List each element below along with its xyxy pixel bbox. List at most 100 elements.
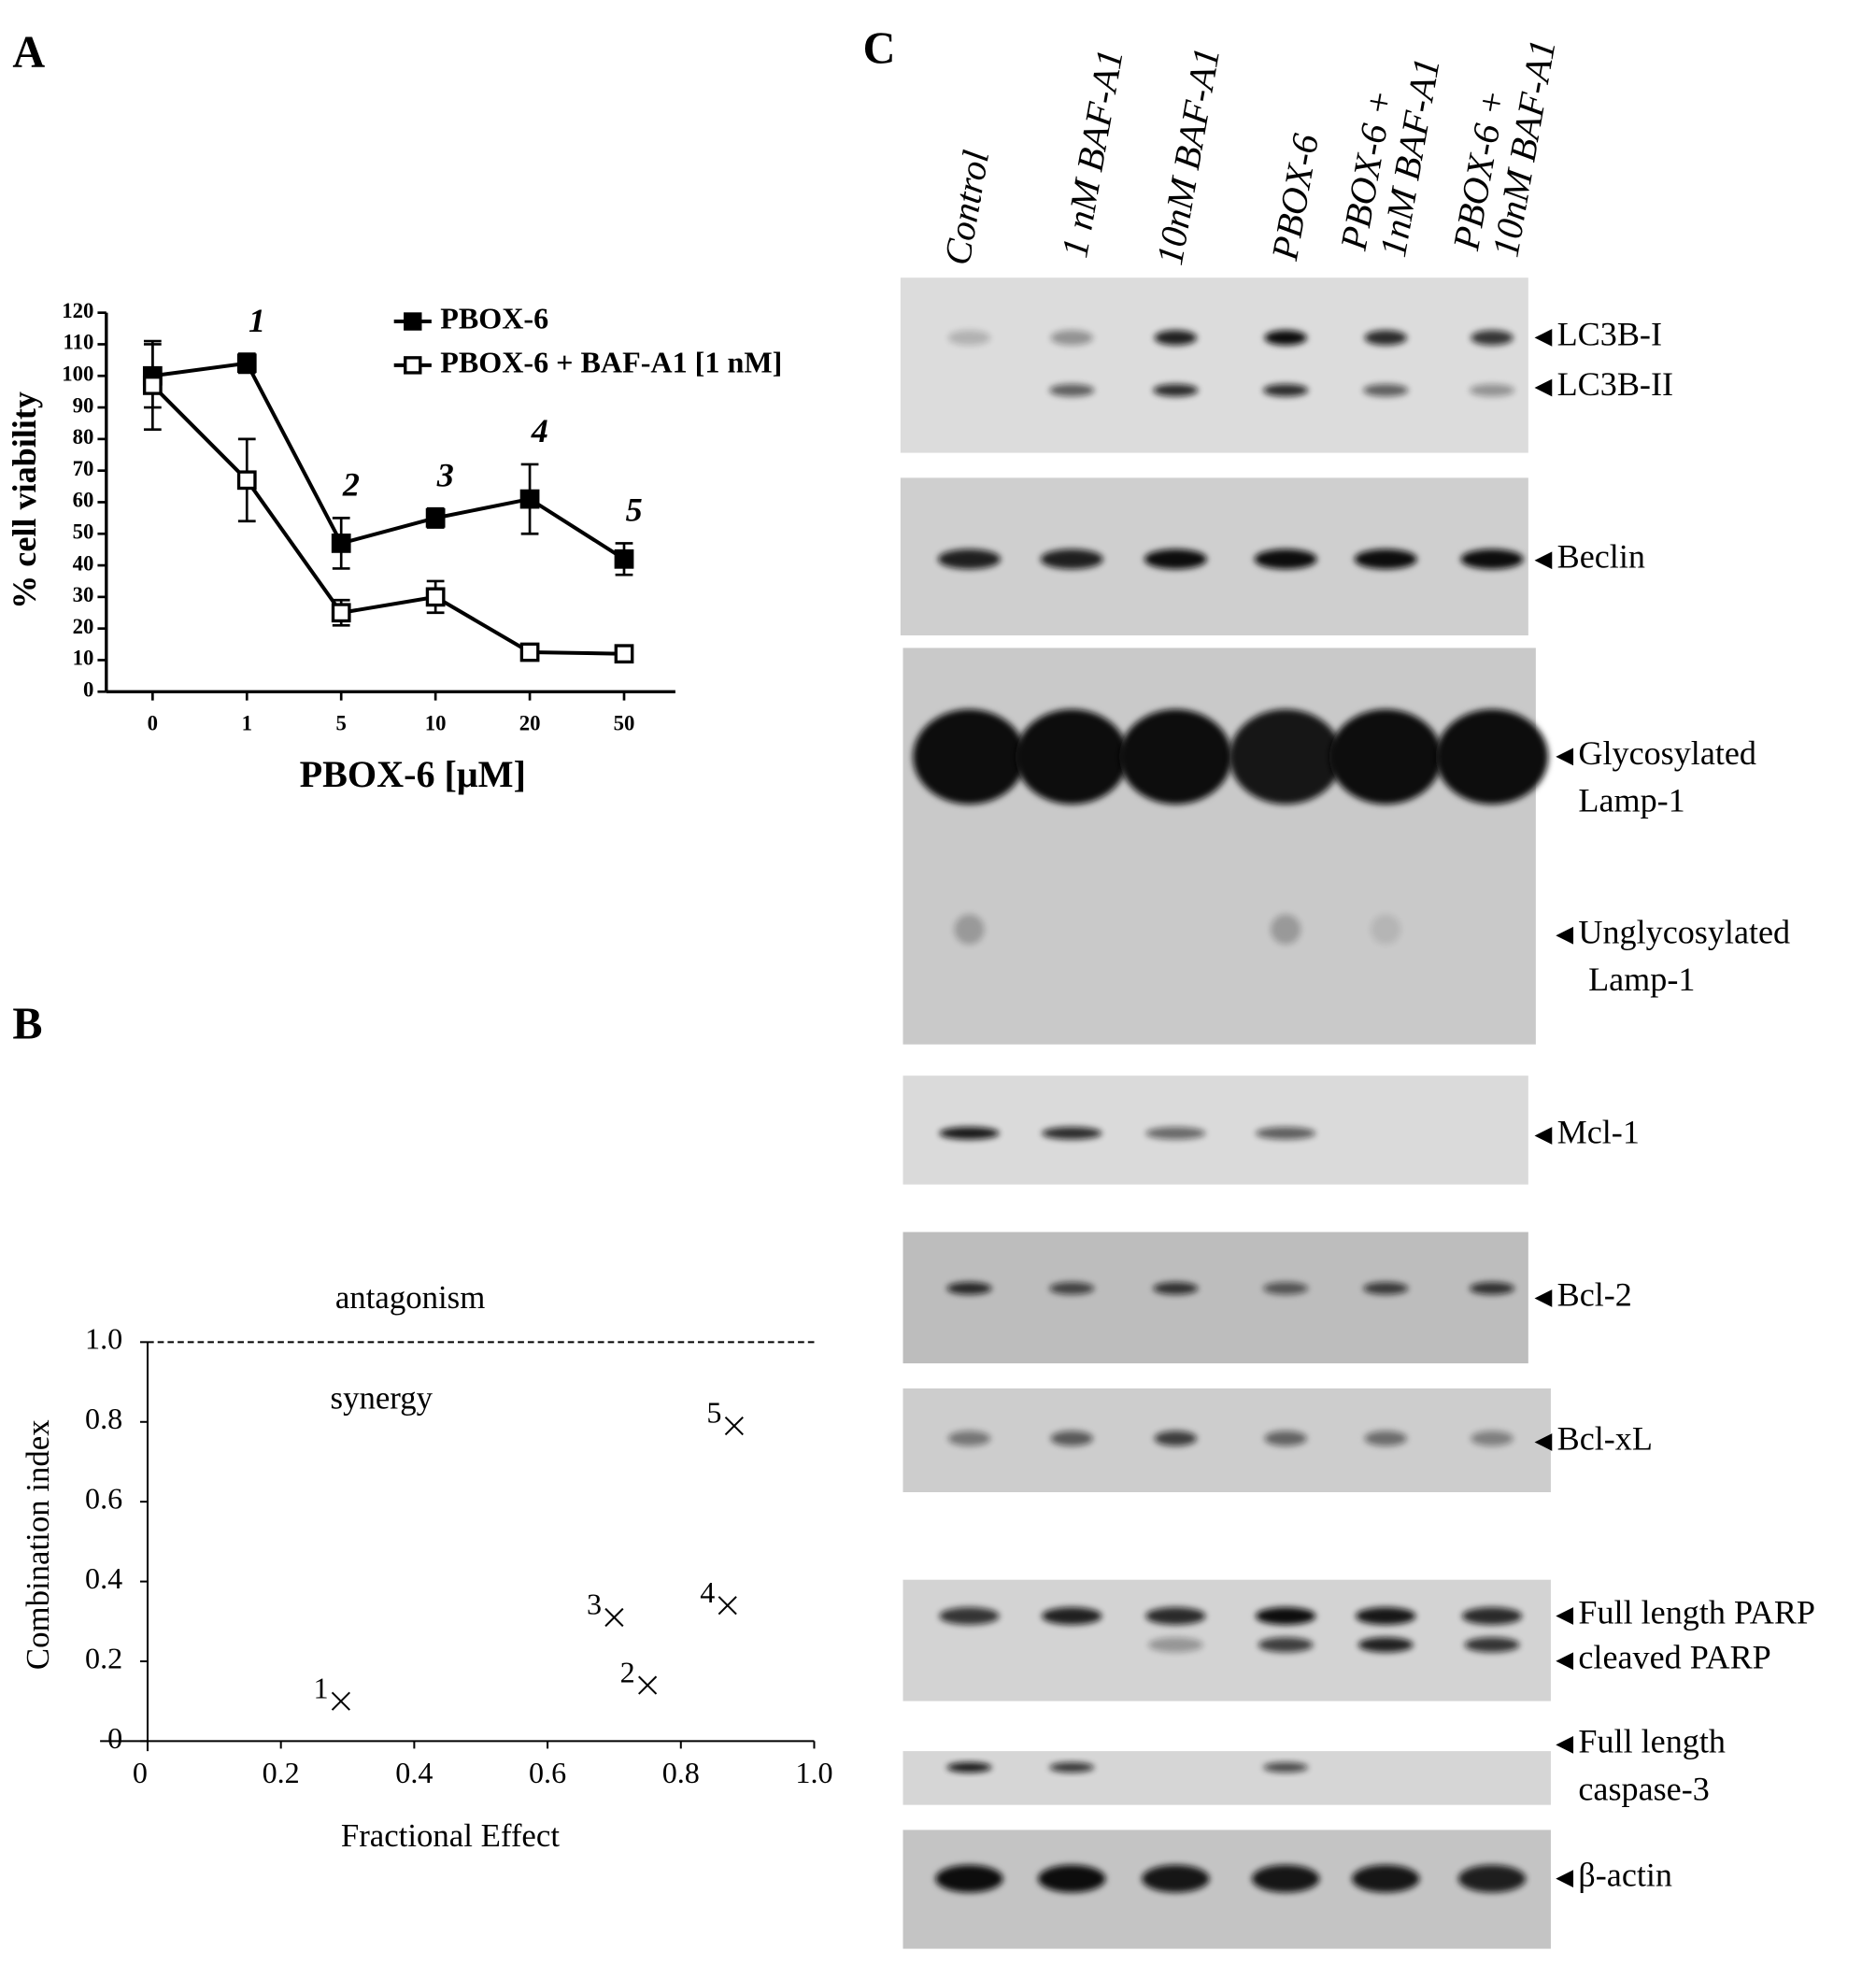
point-label: 3 <box>436 456 454 493</box>
y-tick-label: 0.8 <box>85 1402 122 1435</box>
blot-band <box>1119 709 1232 805</box>
band-arrow <box>1556 1652 1574 1671</box>
blot-band <box>1435 709 1549 805</box>
point <box>718 1596 737 1616</box>
blot-membrane <box>902 1232 1528 1364</box>
legend-label: PBOX-6 <box>440 301 548 335</box>
lane-label: 10nM BAF-A1 <box>1148 45 1228 268</box>
y-tick-label: 1.0 <box>85 1322 122 1356</box>
lane-label-line: Control <box>936 148 998 268</box>
y-tick-label: 70 <box>73 457 94 480</box>
y-tick-label: 30 <box>73 583 94 606</box>
point <box>638 1675 658 1695</box>
blot-band <box>1145 1607 1206 1625</box>
blot-band <box>1469 1282 1515 1295</box>
blot-band <box>1356 1607 1416 1625</box>
band-label: Beclin <box>1557 538 1645 576</box>
blot-band <box>1258 1637 1314 1653</box>
y-tick-label: 110 <box>64 331 94 354</box>
blot-band <box>913 709 1026 805</box>
blot-band <box>1363 383 1409 397</box>
blot-band <box>1364 330 1407 346</box>
band-label-line: Lamp-1 <box>1588 961 1695 998</box>
blot-band <box>1371 914 1401 945</box>
blot-band <box>1153 1282 1199 1295</box>
band-label: LC3B-I <box>1557 316 1662 353</box>
blot-band <box>1050 330 1093 346</box>
band-arrow <box>1534 1289 1553 1307</box>
y-tick-label: 0.4 <box>85 1561 122 1595</box>
band-label-line: Lamp-1 <box>1578 782 1684 819</box>
blot-membrane <box>902 1579 1551 1702</box>
blot-band <box>1352 1864 1420 1893</box>
panel-label: C <box>863 23 896 73</box>
marker <box>425 507 446 528</box>
band-arrow <box>1534 1127 1553 1145</box>
point-label: 5 <box>706 1396 721 1430</box>
legend-label: PBOX-6 + BAF-A1 [1 nM] <box>440 345 782 378</box>
y-tick-label: 10 <box>73 647 94 670</box>
blot-band <box>1256 1607 1316 1625</box>
band-label: Full length PARP <box>1578 1594 1815 1631</box>
y-tick-label: 100 <box>62 362 93 385</box>
band-arrow <box>1556 1736 1574 1754</box>
lane-label-line: 1 nM BAF-A1 <box>1054 46 1131 261</box>
band-label: Bcl-xL <box>1557 1420 1653 1458</box>
band-arrow <box>1556 1870 1574 1888</box>
marker <box>142 376 163 395</box>
blot-band <box>1049 1282 1095 1295</box>
marker <box>425 587 446 607</box>
blot-band <box>1144 548 1207 570</box>
blot-band <box>1142 1864 1210 1893</box>
blot-band <box>947 1431 991 1446</box>
blot-band <box>1050 1431 1093 1446</box>
blot-band <box>1038 1864 1106 1893</box>
x-tick-label: 5 <box>336 712 347 735</box>
blot-band <box>1471 330 1514 346</box>
lane-label: PBOX-6 <box>1263 131 1327 264</box>
series-line <box>150 383 625 656</box>
blot-band <box>1354 548 1417 570</box>
band-label-line: Full length PARP <box>1578 1594 1815 1631</box>
marker <box>331 534 351 553</box>
lane-label-line: 10nM BAF-A1 <box>1148 45 1228 268</box>
blot-band <box>1049 1762 1095 1773</box>
band-label-line: cleaved PARP <box>1578 1639 1770 1676</box>
legend-marker <box>404 312 422 331</box>
blot-membrane <box>902 1830 1551 1949</box>
series-line <box>152 361 626 561</box>
x-axis-label: Fractional Effect <box>341 1817 560 1854</box>
legend-marker <box>404 356 422 375</box>
marker <box>614 644 634 664</box>
lane-label: PBOX-6 +10nM BAF-A1 <box>1444 29 1564 261</box>
blot-membrane <box>900 477 1528 636</box>
blot-band <box>1469 383 1515 397</box>
band-label-line: β-actin <box>1578 1857 1672 1894</box>
point <box>331 1691 350 1711</box>
blot-band <box>1229 709 1343 805</box>
blot-band <box>1363 1282 1409 1295</box>
band-label-line: Glycosylated <box>1578 734 1756 772</box>
blot-band <box>1153 383 1199 397</box>
point <box>724 1416 744 1436</box>
band-arrow <box>1534 378 1553 397</box>
blot-band <box>1147 1637 1203 1653</box>
band-label-line: Unglycosylated <box>1578 914 1790 951</box>
blot-band <box>947 330 991 346</box>
y-tick-label: 40 <box>73 551 94 575</box>
blot-band <box>1145 1127 1206 1140</box>
blot-band <box>1271 914 1301 945</box>
lane-label: Control <box>936 148 998 268</box>
blot-band <box>1461 1607 1523 1625</box>
band-label: β-actin <box>1578 1857 1672 1894</box>
band-label-line: Mcl-1 <box>1557 1114 1640 1151</box>
blot-band <box>946 1762 992 1773</box>
blot-band <box>1154 1431 1198 1446</box>
x-tick-label: 0.8 <box>662 1756 700 1789</box>
blot-band <box>1263 383 1309 397</box>
annotation: antagonism <box>335 1279 485 1316</box>
blot-band <box>1329 709 1443 805</box>
band-label: Bcl-2 <box>1557 1276 1632 1314</box>
lane-label: 1 nM BAF-A1 <box>1054 46 1131 261</box>
band-label: Unglycosylated Lamp-1 <box>1578 914 1790 999</box>
